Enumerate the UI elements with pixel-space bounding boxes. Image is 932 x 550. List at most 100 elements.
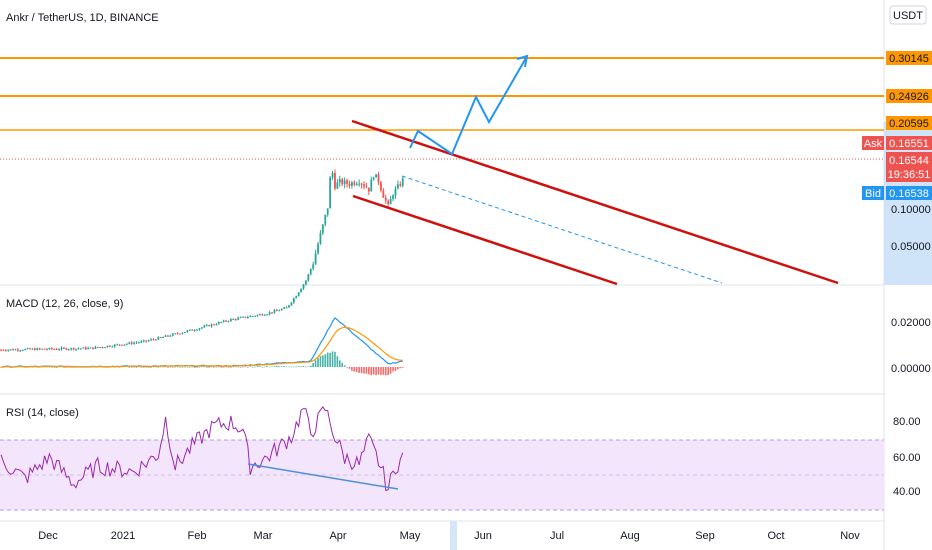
- candle-body: [99, 347, 102, 349]
- macd-hist-bar: [198, 366, 201, 368]
- currency-button[interactable]: [889, 5, 927, 25]
- macd-hist-bar: [278, 366, 281, 367]
- ask-price: 0.16551: [889, 138, 929, 150]
- macd-hist-bar: [285, 366, 288, 368]
- macd-hist-bar: [135, 367, 138, 368]
- candle-body: [121, 344, 123, 346]
- level-tag-1: [886, 89, 932, 103]
- macd-hist-bar: [150, 367, 152, 368]
- candle-body: [4, 350, 7, 352]
- channel-lower-line[interactable]: [352, 194, 618, 286]
- projection-dashed-line[interactable]: [401, 175, 723, 284]
- macd-hist-bar: [368, 367, 370, 375]
- candle-body: [312, 264, 315, 269]
- candle-body: [263, 314, 266, 316]
- candle-body: [169, 335, 172, 337]
- macd-hist-bar: [67, 367, 70, 368]
- candle-body: [392, 195, 394, 199]
- projection-path[interactable]: [409, 57, 527, 156]
- macd-hist-bar: [309, 365, 312, 367]
- macd-hist-bar: [353, 367, 356, 372]
- candle-body: [50, 347, 53, 349]
- bid-tag-text: Bid: [865, 188, 881, 200]
- candle-body: [125, 343, 128, 345]
- candle-body: [179, 333, 181, 335]
- macd-hist-bar: [319, 356, 322, 367]
- candle-body: [268, 312, 271, 315]
- candle-body: [138, 342, 140, 344]
- candle-body: [188, 329, 191, 331]
- time-label: Jun: [474, 530, 492, 542]
- macd-hist-bar: [401, 367, 404, 368]
- macd-title: MACD (12, 26, close, 9): [6, 298, 123, 310]
- rsi-divergence-line[interactable]: [247, 463, 399, 490]
- candle-body: [46, 349, 48, 351]
- candle-body: [213, 324, 215, 326]
- price-tick: 0.10000: [891, 204, 931, 216]
- candle-body: [19, 350, 22, 352]
- candle-body: [382, 190, 385, 198]
- candle-body: [300, 288, 302, 293]
- macd-hist-bar: [174, 366, 177, 368]
- candle-body: [275, 310, 278, 312]
- candle-body: [396, 184, 399, 189]
- macd-hist-bar: [58, 366, 60, 368]
- candle-body: [181, 332, 184, 334]
- candle-body: [0, 349, 2, 351]
- macd-hist-bar: [155, 366, 157, 368]
- candle-body: [367, 187, 370, 192]
- macd-hist-bar: [215, 366, 218, 368]
- candle-body: [389, 198, 392, 205]
- macd-hist-bar: [188, 366, 191, 368]
- macd-hist-bar: [191, 366, 193, 368]
- candle-body: [31, 348, 34, 350]
- price-tick: 0.05000: [891, 241, 931, 253]
- candle-body: [193, 330, 196, 332]
- channel-upper-line[interactable]: [351, 119, 839, 285]
- macd-hist-bar: [348, 367, 351, 369]
- macd-hist-bar: [53, 367, 56, 368]
- candle-body: [283, 307, 286, 309]
- macd-hist-bar: [36, 366, 39, 368]
- level-tag-1-text: 0.24926: [889, 91, 929, 103]
- macd-hist-bar: [283, 366, 285, 367]
- bid-price-tag: [886, 186, 932, 200]
- macd-hist-bar: [232, 366, 235, 368]
- macd-hist-bar: [322, 355, 324, 367]
- candle-body: [94, 346, 97, 349]
- macd-hist-bar: [184, 366, 186, 368]
- macd-hist-bar: [346, 367, 348, 368]
- macd-hist-bar: [46, 366, 48, 368]
- macd-hist-bar: [242, 366, 244, 368]
- candle-body: [174, 333, 177, 335]
- macd-hist-bar: [355, 367, 358, 373]
- candle-body: [343, 180, 346, 185]
- candle-body: [351, 182, 353, 186]
- macd-hist-bar: [157, 367, 160, 368]
- macd-hist-bar: [247, 367, 249, 368]
- candle-body: [167, 335, 169, 337]
- rsi-tick: 60.00: [893, 452, 921, 464]
- macd-hist-bar: [181, 367, 184, 368]
- macd-hist-bar: [251, 366, 254, 368]
- rsi-tick: 80.00: [893, 416, 921, 428]
- candle-body: [259, 314, 261, 316]
- level-tag-2-text: 0.20595: [889, 118, 929, 130]
- macd-hist-bar: [382, 367, 385, 375]
- macd-hist-bar: [297, 366, 300, 367]
- candle-body: [118, 344, 121, 346]
- candle-body: [101, 347, 104, 349]
- candle-body: [17, 349, 19, 351]
- candle-body: [60, 347, 63, 350]
- candle-body: [401, 178, 404, 186]
- candle-body: [210, 324, 213, 327]
- macd-hist-bar: [159, 366, 162, 368]
- candle-body: [109, 345, 111, 347]
- candle-body: [29, 348, 31, 350]
- candle-body: [319, 233, 322, 244]
- candle-body: [36, 348, 39, 351]
- candle-body: [355, 183, 358, 185]
- macd-hist-bar: [256, 366, 259, 367]
- candle-body: [67, 349, 70, 351]
- macd-histogram: [0, 351, 404, 376]
